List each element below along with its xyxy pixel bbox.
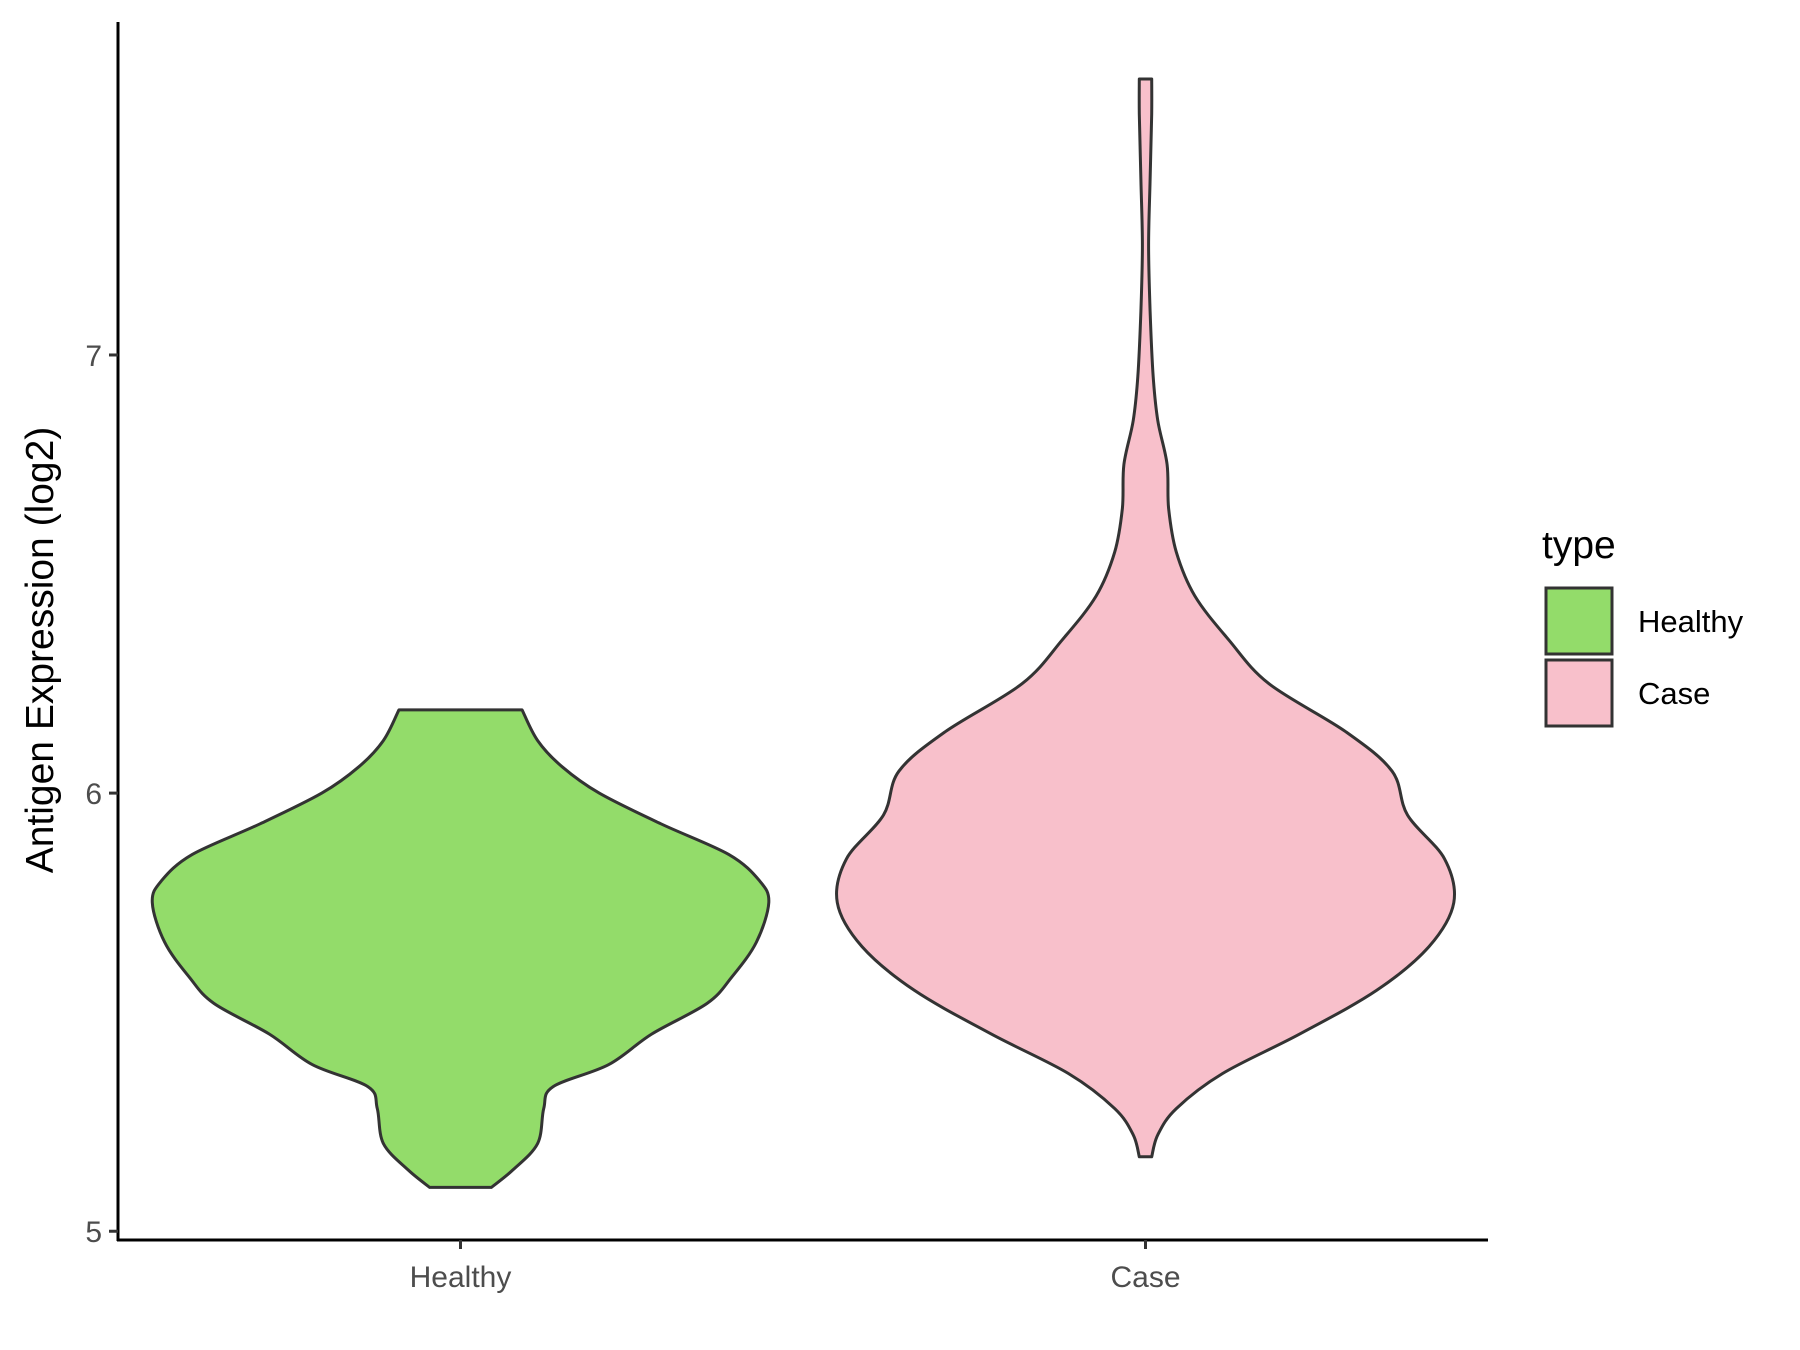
y-tick-label: 5 (85, 1216, 102, 1249)
legend-swatch-case (1544, 658, 1614, 728)
legend-swatch-healthy (1544, 586, 1614, 656)
legend-label-case: Case (1638, 676, 1710, 711)
violin-case (835, 77, 1456, 1159)
legend-label-healthy: Healthy (1638, 604, 1744, 639)
axes: 5 6 7 Healthy Case (85, 22, 1488, 1294)
x-tick-label: Healthy (410, 1261, 512, 1294)
legend: type Healthy Case (1542, 524, 1744, 728)
violin-layer (150, 77, 1456, 1189)
y-axis-title: Antigen Expression (log2) (19, 427, 62, 874)
legend-title: type (1542, 524, 1616, 567)
y-tick-label: 7 (85, 340, 102, 373)
x-tick-label: Case (1110, 1261, 1180, 1294)
violin-healthy (150, 708, 771, 1189)
y-tick-label: 6 (85, 778, 102, 811)
